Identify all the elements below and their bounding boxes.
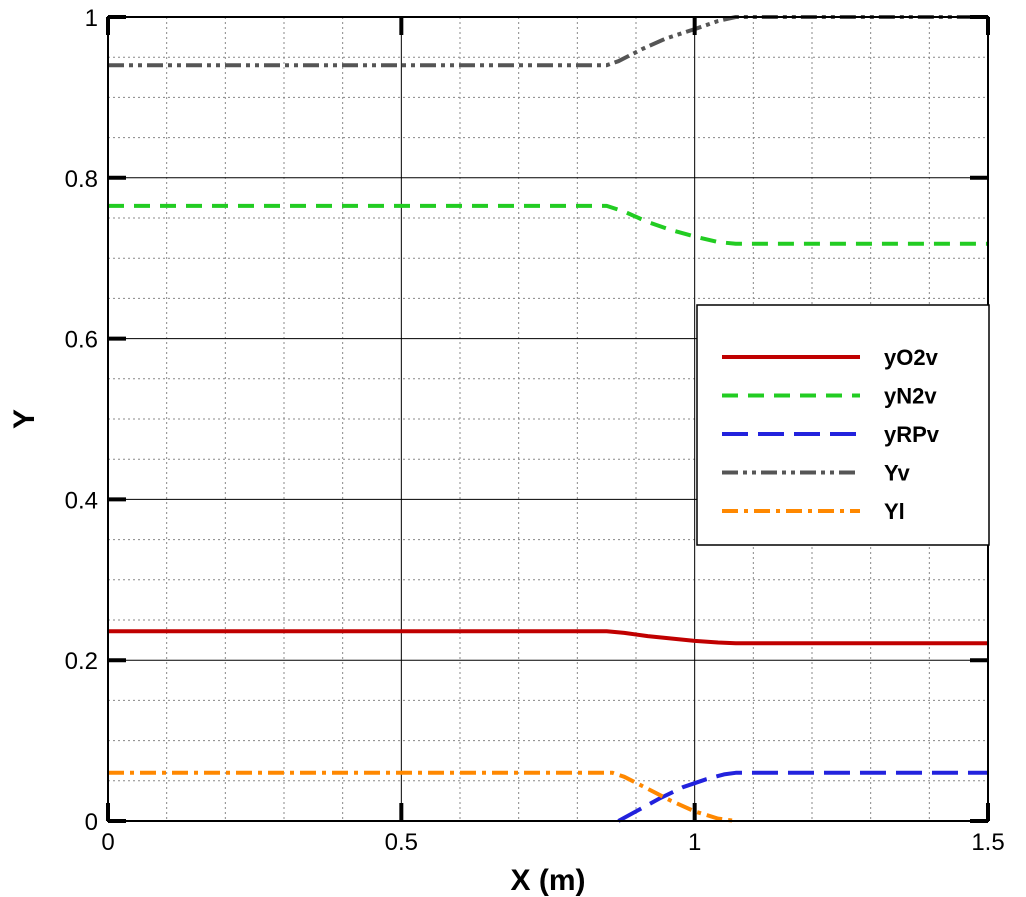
legend-box — [696, 304, 990, 546]
series-line-yrpv — [617, 770, 988, 823]
series-line-yo2v — [108, 629, 988, 646]
y-tick-label: 0.4 — [65, 487, 98, 514]
x-tick-labels: 0 0.5 1 1.5 — [101, 829, 1004, 856]
legend-label: Yl — [884, 499, 905, 524]
minor-grid — [108, 17, 988, 821]
y-tick-label: 1 — [85, 5, 98, 32]
series-line-yv — [108, 15, 988, 68]
y-tick-label: 0.6 — [65, 327, 98, 354]
x-axis-title: X (m) — [511, 864, 586, 897]
legend: yO2v yN2v yRPv Yv Yl — [696, 304, 990, 546]
legend-label: Yv — [884, 461, 910, 486]
y-tick-label: 0.8 — [65, 166, 98, 193]
y-tick-labels: 0 0.2 0.4 0.6 0.8 1 — [65, 5, 98, 836]
series-line-yn2v — [108, 203, 988, 246]
y-tick-label: 0.2 — [65, 648, 98, 675]
y-axis-title: Y — [8, 409, 41, 429]
x-tick-label: 1.5 — [971, 829, 1004, 856]
legend-label: yO2v — [884, 345, 939, 370]
series-layer — [108, 15, 988, 823]
legend-label: yN2v — [884, 384, 937, 409]
x-tick-label: 0.5 — [385, 829, 418, 856]
legend-label: yRPv — [884, 422, 940, 447]
axis-ticks — [106, 15, 990, 823]
x-tick-label: 1 — [688, 829, 701, 856]
series-line-yl — [108, 770, 736, 823]
x-tick-label: 0 — [101, 829, 114, 856]
y-tick-label: 0 — [85, 809, 98, 836]
